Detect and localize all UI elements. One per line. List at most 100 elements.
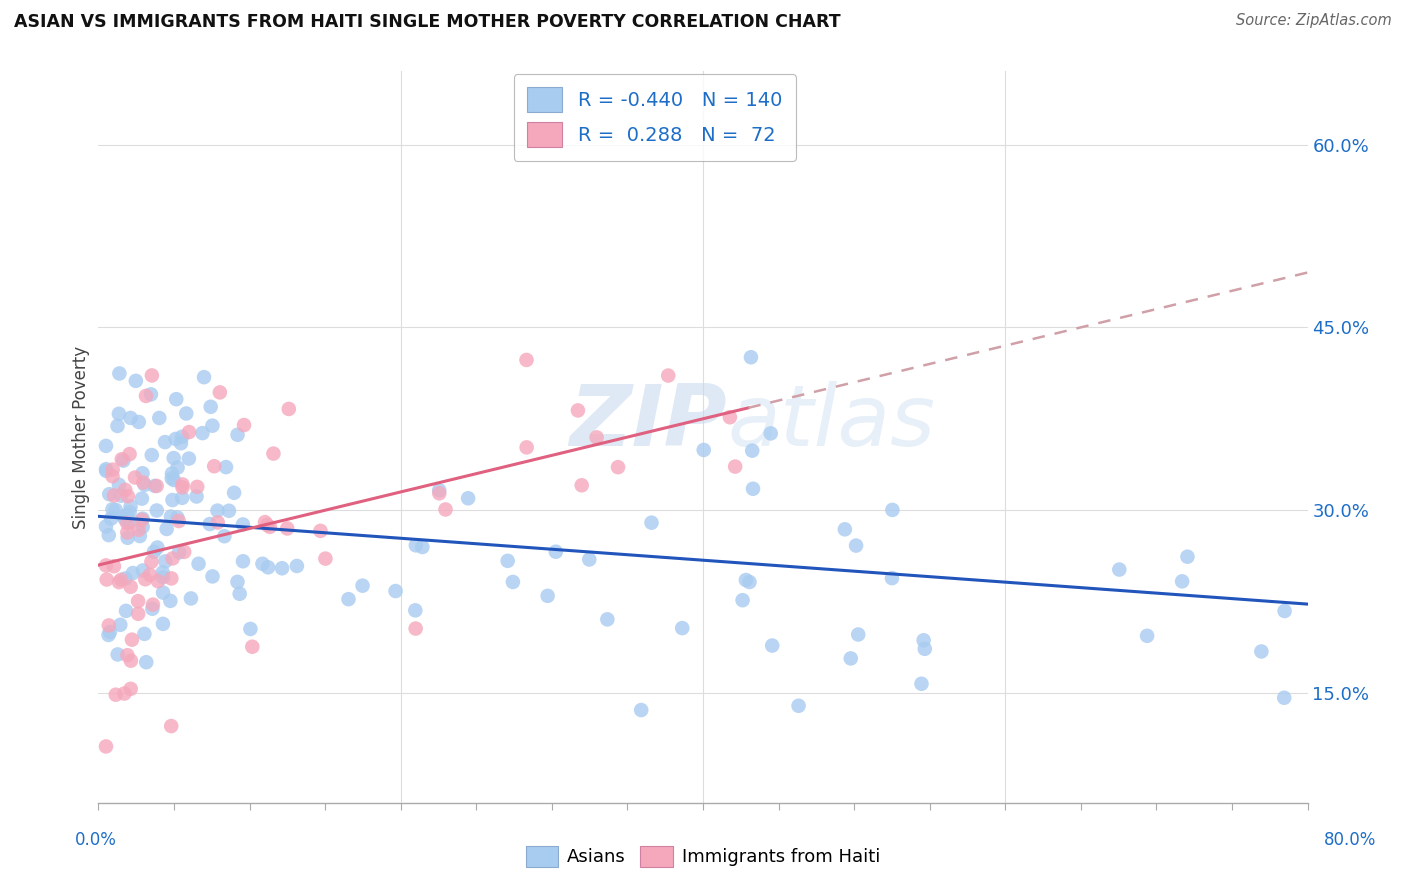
Point	[1171, 574, 1194, 589]
Point	[228, 587, 250, 601]
Point	[846, 627, 869, 641]
Point	[177, 425, 200, 439]
Point	[596, 612, 619, 626]
Point	[110, 489, 132, 503]
Point	[104, 503, 127, 517]
Point	[222, 485, 245, 500]
Point	[143, 479, 166, 493]
Point	[166, 460, 188, 475]
Point	[132, 564, 155, 578]
Point	[120, 580, 142, 594]
Point	[159, 594, 181, 608]
Point	[108, 575, 131, 590]
Point	[141, 601, 163, 615]
Point	[117, 525, 139, 540]
Point	[117, 489, 139, 503]
Point	[104, 688, 127, 702]
Point	[120, 681, 142, 696]
Point	[134, 572, 156, 586]
Point	[131, 513, 153, 527]
Point	[337, 592, 360, 607]
Point	[671, 621, 693, 635]
Point	[165, 432, 187, 446]
Point	[1136, 629, 1159, 643]
Point	[515, 353, 537, 368]
Point	[914, 641, 936, 656]
Point	[118, 505, 141, 519]
Point	[146, 574, 169, 589]
Point	[111, 452, 134, 467]
Point	[97, 618, 120, 632]
Point	[882, 503, 904, 517]
Point	[97, 528, 120, 542]
Point	[173, 545, 195, 559]
Point	[232, 517, 254, 532]
Point	[502, 574, 524, 589]
Point	[496, 554, 519, 568]
Point	[141, 555, 163, 569]
Point	[252, 557, 274, 571]
Point	[120, 654, 142, 668]
Point	[165, 392, 187, 407]
Legend: R = -0.440   N = 140, R =  0.288   N =  72: R = -0.440 N = 140, R = 0.288 N = 72	[513, 74, 796, 161]
Point	[146, 541, 169, 555]
Point	[257, 560, 280, 574]
Point	[207, 516, 229, 530]
Point	[1274, 604, 1296, 618]
Point	[107, 648, 129, 662]
Point	[96, 573, 118, 587]
Point	[630, 703, 652, 717]
Point	[427, 483, 450, 498]
Point	[152, 570, 174, 584]
Point	[128, 415, 150, 429]
Point	[162, 551, 184, 566]
Point	[352, 579, 374, 593]
Point	[127, 594, 149, 608]
Point	[253, 515, 276, 529]
Point	[544, 545, 567, 559]
Point	[910, 677, 932, 691]
Point	[1177, 549, 1199, 564]
Point	[152, 616, 174, 631]
Point	[693, 442, 716, 457]
Point	[537, 589, 560, 603]
Point	[128, 523, 150, 537]
Point	[110, 617, 132, 632]
Point	[114, 512, 136, 526]
Point	[738, 574, 761, 589]
Legend: Asians, Immigrants from Haiti: Asians, Immigrants from Haiti	[519, 838, 887, 874]
Point	[657, 368, 679, 383]
Point	[167, 514, 190, 528]
Point	[276, 521, 298, 535]
Point	[167, 545, 190, 559]
Point	[214, 529, 236, 543]
Point	[163, 473, 186, 487]
Point	[108, 367, 131, 381]
Point	[122, 566, 145, 580]
Point	[427, 486, 450, 500]
Point	[160, 509, 183, 524]
Point	[277, 401, 299, 416]
Text: atlas: atlas	[727, 381, 935, 464]
Point	[186, 480, 208, 494]
Point	[232, 554, 254, 568]
Point	[94, 558, 117, 573]
Point	[215, 460, 238, 475]
Point	[112, 509, 135, 524]
Point	[256, 518, 278, 533]
Point	[160, 571, 183, 585]
Point	[108, 407, 131, 421]
Point	[259, 520, 281, 534]
Point	[404, 603, 426, 617]
Point	[125, 374, 148, 388]
Text: 0.0%: 0.0%	[75, 831, 117, 849]
Point	[94, 462, 117, 476]
Point	[186, 490, 208, 504]
Point	[787, 698, 810, 713]
Point	[134, 478, 156, 492]
Point	[115, 604, 138, 618]
Point	[207, 503, 229, 517]
Point	[640, 516, 662, 530]
Point	[735, 573, 758, 587]
Point	[145, 503, 167, 517]
